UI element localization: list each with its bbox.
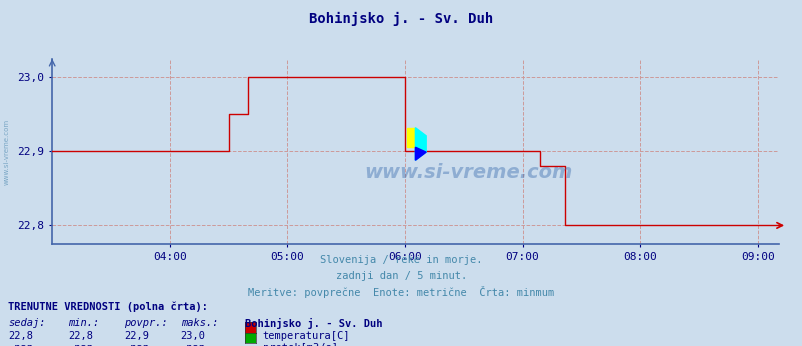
Text: Bohinjsko j. - Sv. Duh: Bohinjsko j. - Sv. Duh bbox=[245, 318, 382, 329]
Text: povpr.:: povpr.: bbox=[124, 318, 168, 328]
Polygon shape bbox=[406, 128, 415, 147]
Text: www.si-vreme.com: www.si-vreme.com bbox=[364, 163, 573, 182]
Text: TRENUTNE VREDNOSTI (polna črta):: TRENUTNE VREDNOSTI (polna črta): bbox=[8, 302, 208, 312]
Text: Slovenija / reke in morje.: Slovenija / reke in morje. bbox=[320, 255, 482, 265]
Polygon shape bbox=[415, 128, 426, 160]
Text: -nan: -nan bbox=[68, 343, 93, 346]
Text: min.:: min.: bbox=[68, 318, 99, 328]
Text: www.si-vreme.com: www.si-vreme.com bbox=[3, 119, 10, 185]
Text: Bohinjsko j. - Sv. Duh: Bohinjsko j. - Sv. Duh bbox=[309, 12, 493, 26]
Text: 22,8: 22,8 bbox=[8, 331, 33, 341]
Text: -nan: -nan bbox=[180, 343, 205, 346]
Polygon shape bbox=[415, 147, 426, 160]
Text: maks.:: maks.: bbox=[180, 318, 218, 328]
Text: zadnji dan / 5 minut.: zadnji dan / 5 minut. bbox=[335, 271, 467, 281]
Text: 23,0: 23,0 bbox=[180, 331, 205, 341]
Text: sedaj:: sedaj: bbox=[8, 318, 46, 328]
Text: -nan: -nan bbox=[8, 343, 33, 346]
Text: 22,9: 22,9 bbox=[124, 331, 149, 341]
Text: Meritve: povprečne  Enote: metrične  Črta: minmum: Meritve: povprečne Enote: metrične Črta:… bbox=[248, 286, 554, 298]
Text: temperatura[C]: temperatura[C] bbox=[262, 331, 350, 341]
Text: 22,8: 22,8 bbox=[68, 331, 93, 341]
Text: pretok[m3/s]: pretok[m3/s] bbox=[262, 343, 337, 346]
Text: -nan: -nan bbox=[124, 343, 149, 346]
